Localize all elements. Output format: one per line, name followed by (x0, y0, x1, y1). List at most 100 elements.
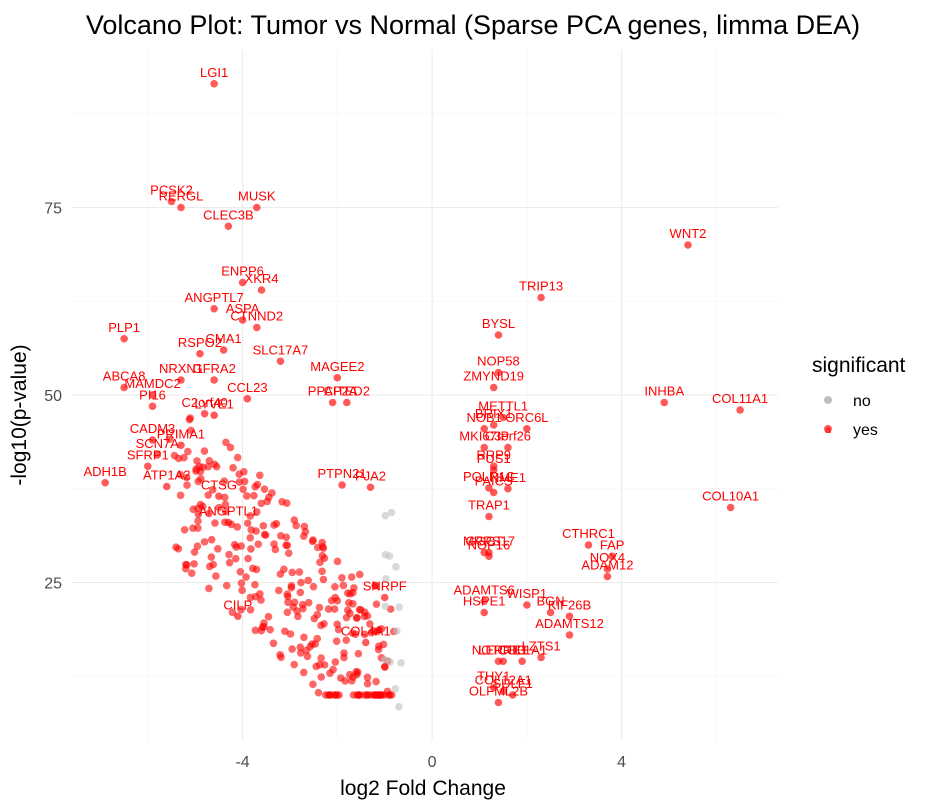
data-point (187, 569, 196, 577)
gene-label: COL11A1 (712, 391, 768, 406)
gene-label: PCSK2 (150, 183, 193, 198)
data-point (366, 620, 374, 628)
labeled-point (480, 424, 489, 433)
data-point (340, 649, 348, 657)
data-point (233, 523, 242, 531)
gene-label: ADAMTS12 (535, 616, 604, 631)
gene-label: ADH1B (83, 464, 126, 479)
data-point (320, 661, 329, 669)
data-point (244, 554, 252, 563)
x-tick-label: 4 (617, 754, 626, 771)
gene-label: ATP1A2 (143, 468, 190, 483)
labeled-point (210, 79, 218, 88)
data-point (248, 564, 257, 573)
labeled-point (224, 222, 233, 231)
y-tick-label: 25 (44, 576, 62, 593)
gene-label: RRP9 (476, 447, 511, 462)
data-point (373, 627, 382, 636)
data-point (347, 573, 356, 581)
gene-label: TRIP13 (519, 279, 563, 294)
data-point (342, 636, 351, 645)
labeled-point (144, 462, 152, 471)
data-point (200, 538, 209, 546)
data-point (237, 605, 245, 614)
gene-label: C2orf40 (182, 395, 228, 410)
gene-label: TRAP1 (468, 498, 510, 513)
labeled-point (523, 601, 531, 609)
gene-label: METTL1 (478, 399, 528, 414)
gene-label: MAGEE2 (310, 359, 364, 374)
data-point (345, 599, 353, 607)
x-axis-title: log2 Fold Change (340, 777, 506, 800)
gene-label: CTNND2 (230, 309, 283, 324)
data-point (225, 558, 234, 567)
gene-label: ANGPTL7 (185, 290, 244, 305)
data-point (204, 491, 212, 499)
data-point (170, 451, 179, 460)
data-point (284, 598, 292, 607)
data-point (374, 645, 383, 654)
data-point (283, 608, 292, 617)
data-point (205, 509, 213, 518)
data-point (208, 486, 217, 494)
gene-label: BYSL (482, 316, 515, 331)
data-point (266, 625, 274, 634)
gene-label: ADAM12 (581, 558, 633, 573)
data-point (211, 519, 219, 527)
labeled-point (523, 424, 531, 433)
data-point (299, 668, 308, 677)
data-point (275, 586, 283, 595)
labeled-point (603, 565, 612, 573)
labeled-point (210, 304, 218, 313)
labeled-point (736, 406, 744, 414)
gene-label: RSPO2 (178, 335, 222, 350)
data-point (264, 612, 273, 621)
data-point (253, 508, 261, 516)
gene-label: ADAMTS6 (454, 582, 515, 597)
gene-label: BGN (536, 594, 564, 609)
labeled-point (508, 691, 517, 699)
data-point (371, 582, 379, 590)
data-point (190, 560, 198, 568)
labeled-point (537, 653, 545, 662)
data-point (239, 485, 247, 494)
gene-label: BRIX1 (475, 406, 513, 421)
gene-label: LEPRE1 (478, 642, 528, 657)
data-point (222, 438, 230, 447)
data-point (363, 673, 372, 682)
data-point (246, 605, 255, 614)
data-point (246, 533, 255, 542)
gene-label: C3orf26 (485, 429, 531, 444)
data-point (283, 499, 291, 507)
labeled-point (162, 482, 171, 491)
data-point (237, 542, 245, 550)
grid (72, 50, 778, 740)
y-axis-title: -log10(p-value) (8, 344, 31, 485)
labeled-point (120, 334, 128, 343)
labeled-point (480, 597, 489, 606)
data-point (180, 525, 189, 534)
data-point (259, 522, 268, 530)
data-point (229, 464, 237, 472)
data-point (261, 531, 270, 539)
data-point (183, 481, 191, 489)
labeled-point (489, 383, 498, 392)
labeled-point (234, 612, 242, 621)
data-point (237, 579, 246, 587)
labeled-point (177, 441, 185, 450)
data-point (288, 645, 296, 653)
legend-title: significant (812, 354, 906, 377)
data-point (314, 688, 323, 697)
x-tick-label: 0 (428, 754, 437, 771)
labeled-point (177, 376, 185, 384)
gene-label: PLP1 (108, 320, 140, 335)
data-point (222, 581, 231, 590)
data-point (339, 581, 348, 590)
labeled-point (210, 376, 218, 384)
data-point-nonsig (385, 552, 394, 560)
labeled-point (489, 488, 498, 497)
gene-label: CTSG (201, 477, 237, 492)
gene-label: LGI1 (200, 65, 228, 80)
labeled-point (252, 203, 261, 212)
data-point (240, 468, 248, 476)
